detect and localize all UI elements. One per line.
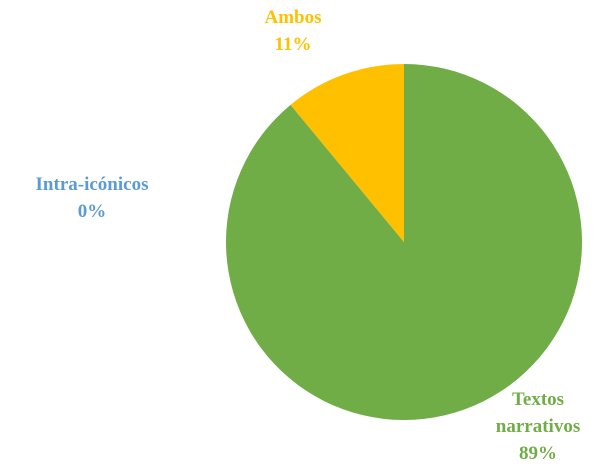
category-name: Textos narrativos bbox=[495, 389, 581, 437]
pie-slice bbox=[226, 64, 582, 421]
pie-slice bbox=[290, 64, 404, 242]
slice-label: Ambos 11% bbox=[233, 4, 353, 58]
category-name: Intra-icónicos bbox=[35, 174, 149, 195]
slice-label: Textos narrativos 89% bbox=[478, 386, 598, 467]
slice-label: Intra-icónicos 0% bbox=[2, 171, 182, 225]
category-name: Ambos bbox=[264, 7, 322, 28]
percent-label: 11% bbox=[274, 34, 312, 55]
percent-label: 0% bbox=[77, 201, 107, 222]
percent-label: 89% bbox=[519, 443, 557, 464]
